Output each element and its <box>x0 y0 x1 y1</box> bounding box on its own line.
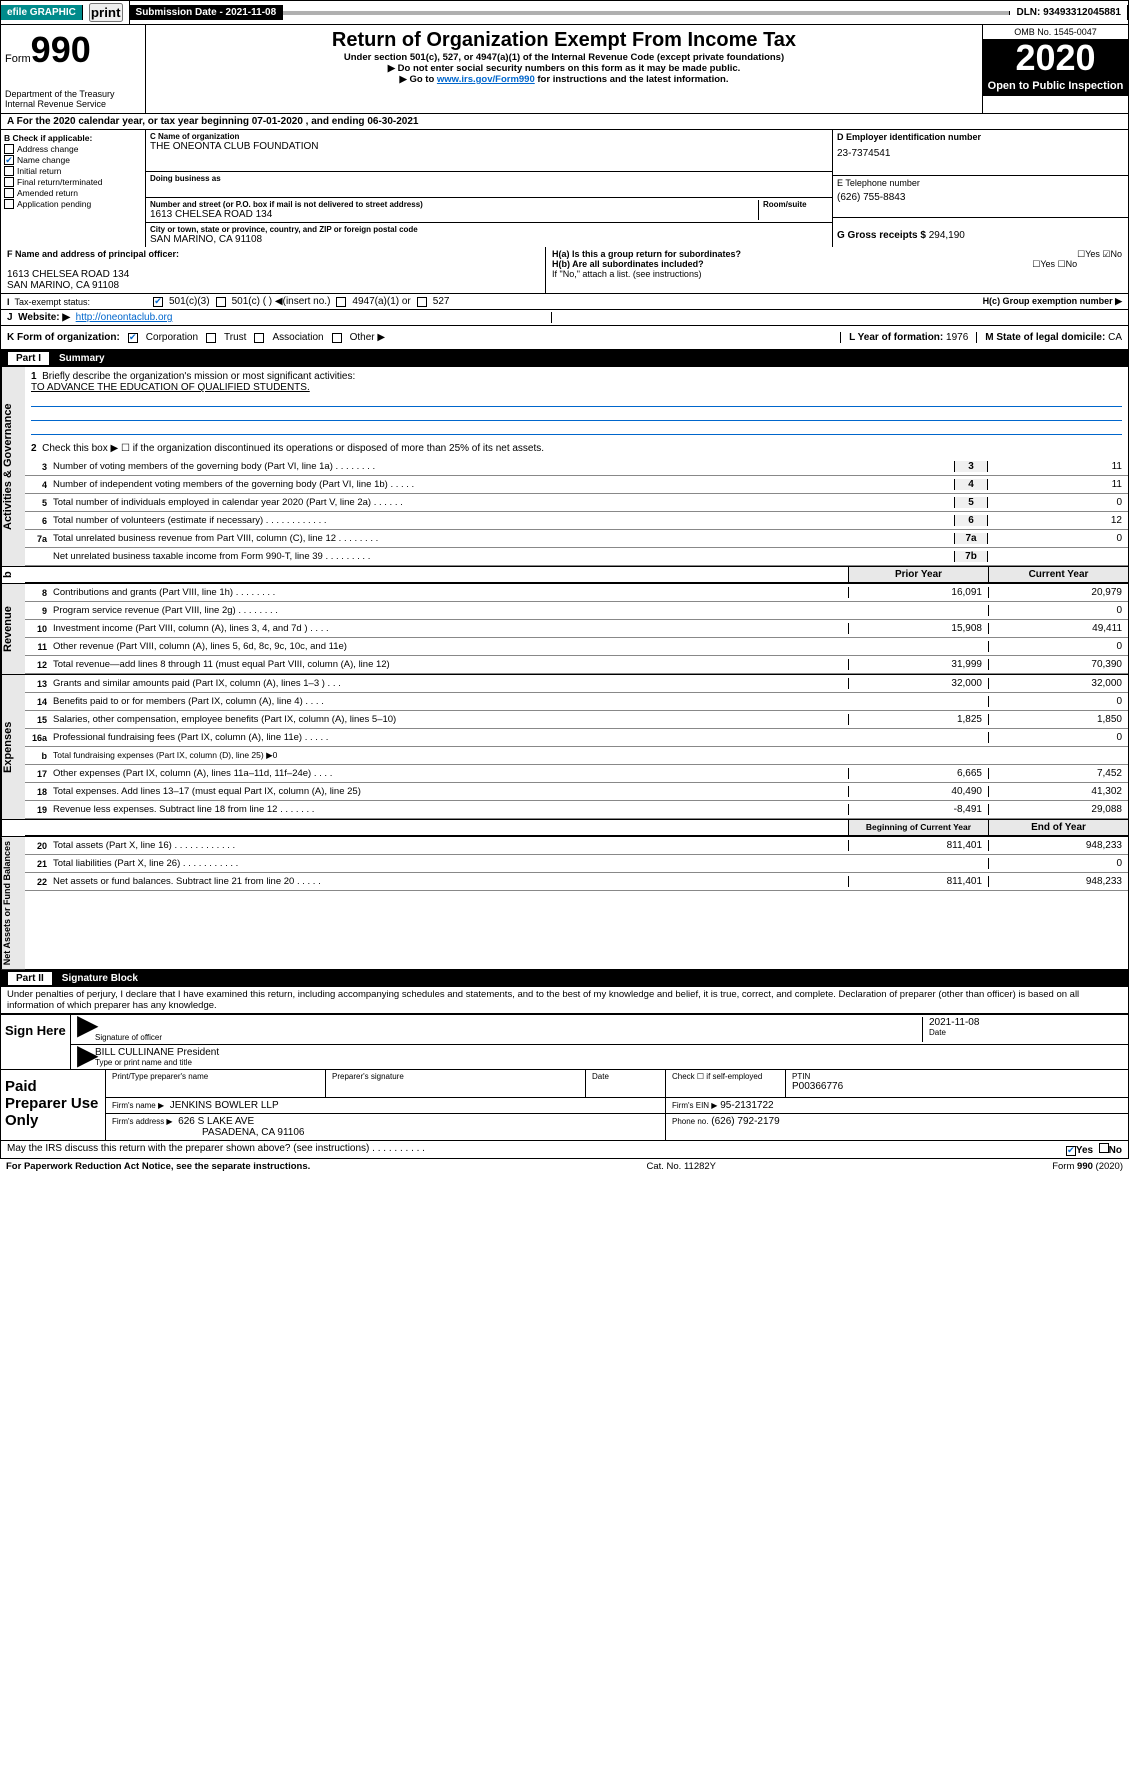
firm-ein: 95-2131722 <box>720 1100 773 1111</box>
website-link[interactable]: http://oneontaclub.org <box>76 312 173 323</box>
ptin: P00366776 <box>792 1081 1122 1092</box>
form-label: Form <box>5 53 31 65</box>
form-subtitle-2: ▶ Do not enter social security numbers o… <box>150 63 978 74</box>
form-header: Form990 Department of the TreasuryIntern… <box>0 25 1129 114</box>
part1-header: Part ISummary <box>0 350 1129 367</box>
box-b: B Check if applicable: Address change ✔N… <box>1 130 146 247</box>
firm-phone: (626) 792-2179 <box>711 1116 779 1127</box>
501c3-check: ✔ <box>153 297 163 307</box>
firm-addr1: 626 S LAKE AVE <box>178 1116 254 1127</box>
side-netassets: Net Assets or Fund Balances <box>1 837 25 969</box>
side-governance: Activities & Governance <box>1 367 25 566</box>
pra-notice: For Paperwork Reduction Act Notice, see … <box>6 1161 310 1172</box>
print-button[interactable]: print <box>89 3 123 22</box>
form-number: 990 <box>31 29 91 70</box>
telephone: (626) 755-8843 <box>837 192 1124 203</box>
paid-preparer-label: Paid Preparer Use Only <box>1 1070 106 1140</box>
mission: TO ADVANCE THE EDUCATION OF QUALIFIED ST… <box>31 382 1122 393</box>
firm-addr2: PASADENA, CA 91106 <box>202 1127 304 1138</box>
tax-year-range: A For the 2020 calendar year, or tax yea… <box>0 114 1129 130</box>
side-expenses: Expenses <box>1 675 25 819</box>
cat-no: Cat. No. 11282Y <box>646 1161 716 1172</box>
side-revenue: Revenue <box>1 584 25 674</box>
dept-treasury: Department of the TreasuryInternal Reven… <box>5 89 141 109</box>
form-subtitle-1: Under section 501(c), 527, or 4947(a)(1)… <box>150 52 978 63</box>
firm-name: JENKINS BOWLER LLP <box>170 1100 279 1111</box>
officer-name: BILL CULLINANE President <box>95 1047 1122 1058</box>
discuss-row: May the IRS discuss this return with the… <box>0 1141 1129 1159</box>
form-footer: Form 990 (2020) <box>1052 1161 1123 1172</box>
org-name: THE ONEONTA CLUB FOUNDATION <box>150 141 828 152</box>
state-domicile: CA <box>1108 332 1122 343</box>
sign-date: 2021-11-08 <box>929 1017 1122 1028</box>
top-bar: efile GRAPHIC print Submission Date - 20… <box>0 0 1129 25</box>
dln: DLN: 93493312045881 <box>1010 5 1128 20</box>
ein: 23-7374541 <box>837 148 1124 159</box>
officer-addr2: SAN MARINO, CA 91108 <box>7 280 539 291</box>
discuss-yes-check: ✔ <box>1066 1146 1076 1156</box>
perjury-text: Under penalties of perjury, I declare th… <box>0 987 1129 1014</box>
efile-badge: efile GRAPHIC <box>1 5 83 20</box>
submission-date: Submission Date - 2021-11-08 <box>130 5 284 20</box>
open-public: Open to Public Inspection <box>983 76 1128 96</box>
irs-link[interactable]: www.irs.gov/Form990 <box>437 74 535 85</box>
form-title: Return of Organization Exempt From Incom… <box>150 29 978 52</box>
part2-header: Part IISignature Block <box>0 970 1129 987</box>
org-address: 1613 CHELSEA ROAD 134 <box>150 209 758 220</box>
year-formation: 1976 <box>946 332 968 343</box>
sign-here: Sign Here <box>1 1015 71 1069</box>
gross-receipts: 294,190 <box>929 230 965 241</box>
org-city: SAN MARINO, CA 91108 <box>150 234 828 245</box>
corporation-check: ✔ <box>128 333 138 343</box>
name-change-check: ✔ <box>4 155 14 165</box>
officer-addr1: 1613 CHELSEA ROAD 134 <box>7 269 539 280</box>
tax-year: 2020 <box>983 40 1128 76</box>
